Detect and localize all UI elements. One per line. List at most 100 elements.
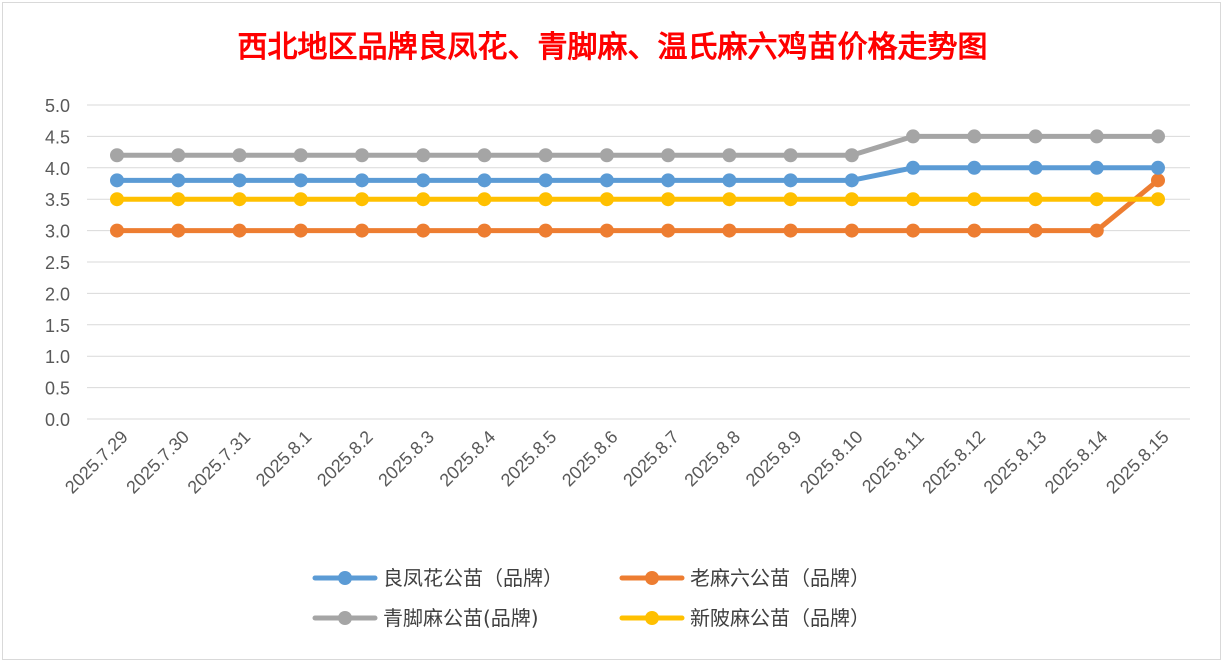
data-point — [722, 223, 737, 238]
x-tick-label: 2025.8.8 — [680, 427, 744, 491]
data-point — [416, 223, 431, 238]
y-axis-tick-labels: 0.0 0.5 1.0 1.5 2.0 2.5 3.0 3.5 4.0 4.5 5.0 — [45, 96, 70, 430]
x-tick-label: 2025.8.12 — [918, 427, 989, 498]
data-point — [110, 192, 124, 207]
series-2 — [110, 129, 1165, 163]
x-tick-label: 2025.8.14 — [1041, 427, 1112, 498]
legend-label: 良凤花公苗（品牌） — [383, 566, 563, 590]
data-point — [1151, 160, 1165, 175]
data-point — [171, 223, 186, 238]
data-point — [906, 160, 921, 175]
data-point — [722, 148, 737, 163]
x-tick-label: 2025.8.13 — [980, 427, 1051, 498]
y-tick-label: 0.5 — [45, 379, 70, 399]
y-tick-label: 3.0 — [45, 222, 70, 242]
legend-swatch-marker — [645, 611, 659, 625]
data-point — [1151, 173, 1165, 188]
data-point — [599, 223, 614, 238]
data-point — [538, 148, 553, 163]
data-point — [844, 192, 859, 207]
data-point — [1089, 223, 1104, 238]
legend-label: 新陂麻公苗（品牌） — [690, 606, 870, 630]
data-point — [661, 148, 676, 163]
data-point — [477, 192, 492, 207]
data-point — [293, 173, 308, 188]
x-tick-label: 2025.7.31 — [184, 427, 255, 498]
data-point — [416, 192, 431, 207]
gridlines — [87, 104, 1190, 420]
data-point — [661, 223, 676, 238]
y-tick-label: 4.0 — [45, 159, 70, 179]
series-line — [114, 133, 1161, 158]
data-point — [783, 223, 798, 238]
data-point — [1028, 160, 1043, 175]
data-point — [354, 148, 369, 163]
data-point — [661, 192, 676, 207]
data-point — [354, 223, 369, 238]
x-tick-label: 2025.8.6 — [558, 427, 622, 491]
y-tick-label: 0.0 — [45, 410, 70, 430]
x-tick-label: 2025.7.30 — [122, 427, 193, 498]
data-point — [906, 223, 921, 238]
data-point — [967, 223, 982, 238]
data-point — [783, 148, 798, 163]
x-tick-label: 2025.8.4 — [436, 427, 500, 491]
x-tick-label: 2025.8.9 — [742, 427, 806, 491]
series-line — [114, 177, 1161, 234]
data-point — [844, 148, 859, 163]
legend-item: 青脚麻公苗(品牌) — [312, 606, 539, 630]
data-point — [477, 148, 492, 163]
data-point — [1089, 129, 1104, 144]
data-point — [967, 160, 982, 175]
data-point — [906, 129, 921, 144]
data-point — [722, 192, 737, 207]
data-point — [538, 173, 553, 188]
data-point — [171, 148, 186, 163]
data-point — [171, 192, 186, 207]
data-point — [110, 223, 124, 238]
data-point — [354, 192, 369, 207]
y-tick-label: 2.0 — [45, 284, 70, 304]
data-point — [538, 192, 553, 207]
x-tick-label: 2025.8.11 — [858, 427, 928, 497]
data-point — [783, 192, 798, 207]
legend-item: 老麻六公苗（品牌） — [619, 566, 870, 590]
data-point — [171, 173, 186, 188]
data-point — [967, 129, 982, 144]
series-0 — [110, 160, 1165, 188]
data-point — [1089, 192, 1104, 207]
x-tick-label: 2025.8.5 — [497, 427, 561, 491]
chart-title: 西北地区品牌良凤花、青脚麻、温氏麻六鸡苗价格走势图 — [237, 30, 988, 65]
data-point — [293, 148, 308, 163]
x-tick-label: 2025.8.2 — [313, 427, 377, 491]
data-point — [844, 223, 859, 238]
data-point — [1089, 160, 1104, 175]
data-point — [293, 223, 308, 238]
y-tick-label: 3.5 — [45, 190, 70, 210]
data-point — [232, 148, 247, 163]
y-tick-label: 1.5 — [45, 316, 70, 336]
legend-label: 青脚麻公苗(品牌) — [383, 606, 539, 630]
data-point — [1028, 129, 1043, 144]
data-point — [967, 192, 982, 207]
series-layer — [110, 129, 1165, 238]
data-point — [1151, 129, 1165, 144]
y-tick-label: 5.0 — [45, 96, 70, 116]
data-point — [232, 192, 247, 207]
data-point — [477, 173, 492, 188]
y-tick-label: 1.0 — [45, 347, 70, 367]
data-point — [1151, 192, 1165, 207]
series-line — [114, 165, 1161, 183]
legend-swatch-marker — [645, 571, 659, 585]
data-point — [906, 192, 921, 207]
data-point — [599, 173, 614, 188]
data-point — [110, 173, 124, 188]
data-point — [722, 173, 737, 188]
legend-swatch-marker — [338, 611, 352, 625]
data-point — [1028, 223, 1043, 238]
data-point — [293, 192, 308, 207]
data-point — [477, 223, 492, 238]
legend-swatch-marker — [338, 571, 352, 585]
data-point — [110, 148, 124, 163]
